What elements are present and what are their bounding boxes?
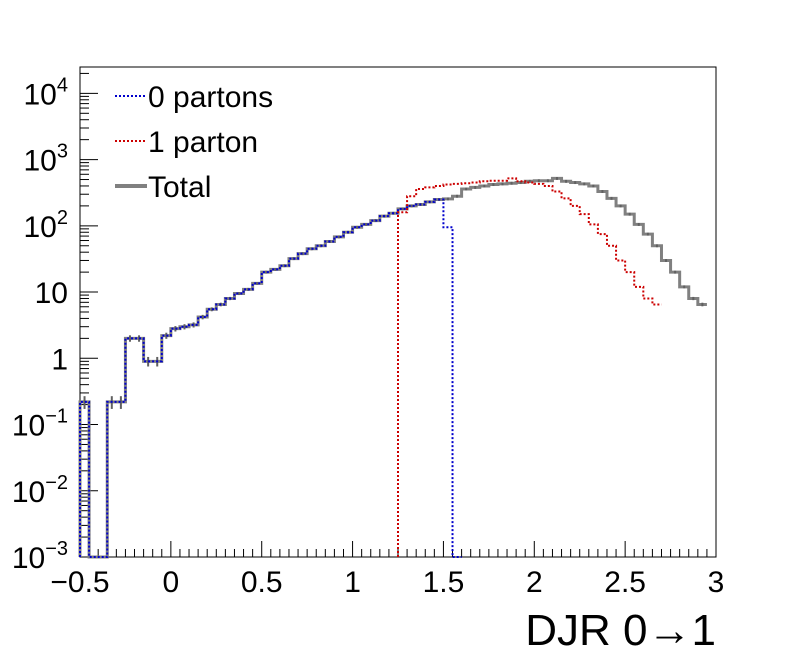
series-line-0-partons: [79, 198, 462, 558]
x-tick-label: 1: [344, 566, 361, 599]
x-tick-labels: −0.5 0 0.5 1 1.5 2 2.5 3: [50, 566, 724, 599]
y-tick-labels: 10−3 10−2 10−1 1 10 102 103 104: [12, 74, 68, 575]
y-tick-label: 103: [24, 141, 69, 178]
x-tick-label: 2: [526, 566, 543, 599]
x-tick-label: 0.5: [241, 566, 283, 599]
y-tick-label: 102: [24, 207, 69, 244]
y-tick-label: 10−1: [12, 406, 68, 443]
legend-label: 1 parton: [148, 126, 258, 159]
y-tick-label: 10−3: [12, 538, 68, 575]
x-tick-label: −0.5: [50, 566, 109, 599]
y-tick-label: 10: [35, 277, 68, 310]
y-tick-label: 1: [51, 343, 68, 376]
y-tick-label: 104: [24, 74, 69, 111]
legend-label: 0 partons: [148, 81, 273, 114]
legend: 0 partons 1 parton Total: [115, 81, 273, 204]
x-tick-label: 3: [708, 566, 725, 599]
y-tick-label: 10−2: [12, 472, 68, 509]
x-tick-label: 1.5: [423, 566, 465, 599]
x-tick-label: 0: [163, 566, 180, 599]
series-line-total: [78, 176, 707, 559]
x-axis-title: DJR 0→1: [525, 606, 716, 655]
series-line-1-parton: [397, 177, 662, 557]
legend-label: Total: [148, 171, 211, 204]
series-layer: [78, 176, 707, 559]
x-tick-label: 2.5: [604, 566, 646, 599]
